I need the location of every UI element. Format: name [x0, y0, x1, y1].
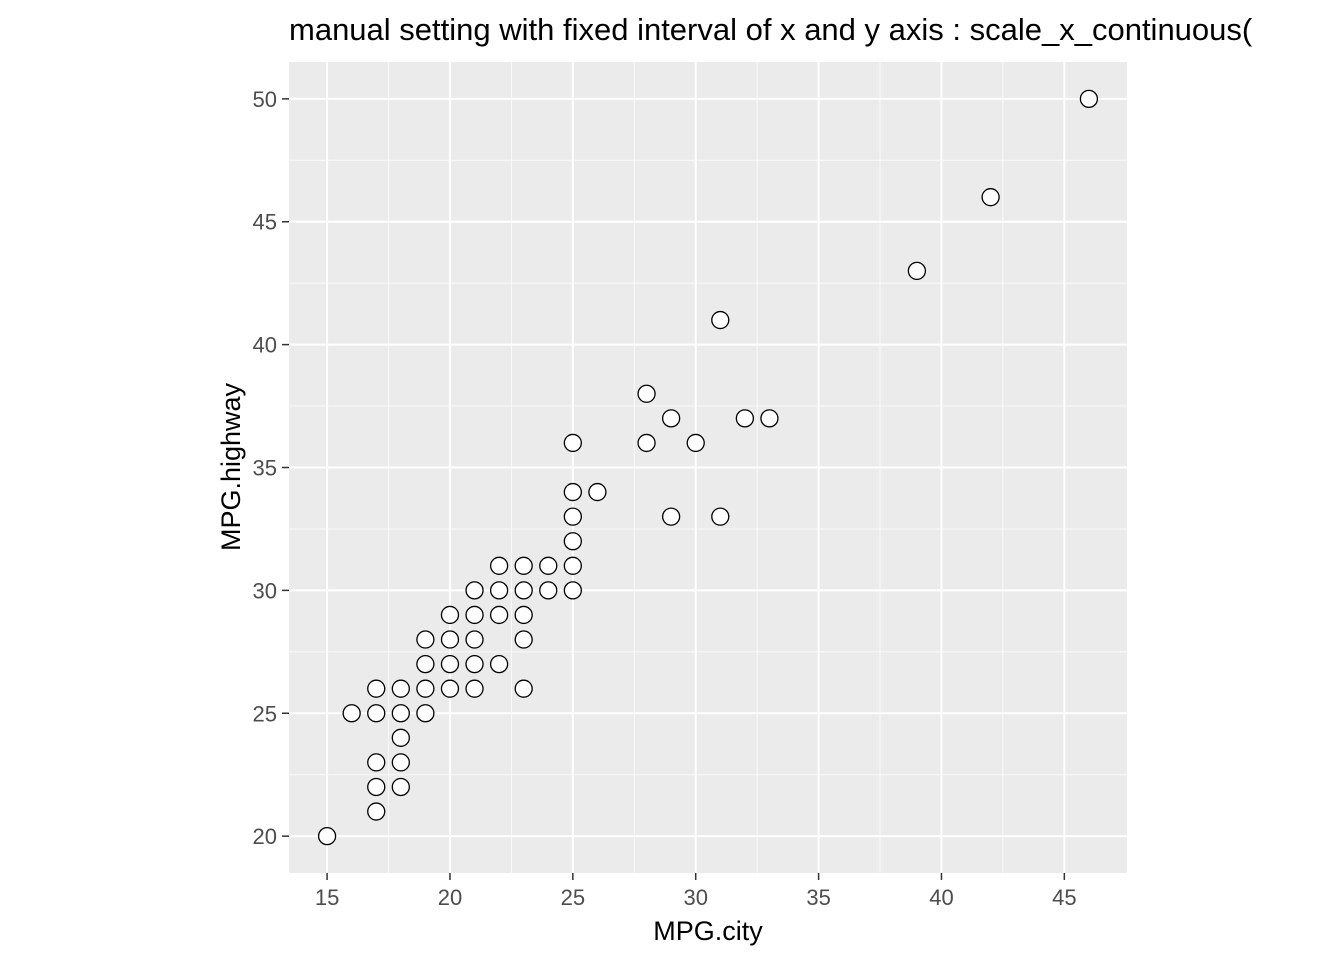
data-point	[489, 556, 509, 575]
y-tick-label: 50	[253, 87, 277, 112]
data-point	[981, 188, 1000, 207]
x-axis: 15 20 25 30 35 40 45	[315, 873, 1077, 910]
data-point	[489, 605, 509, 625]
data-point	[563, 507, 582, 526]
x-tick-label: 20	[438, 885, 462, 910]
data-point	[489, 654, 509, 674]
data-point	[440, 605, 460, 625]
x-tick-label: 45	[1052, 885, 1076, 910]
data-point	[760, 409, 779, 428]
major-gridlines	[289, 62, 1127, 873]
y-tick-label: 40	[253, 333, 277, 358]
y-tick-label: 30	[253, 578, 277, 603]
y-tick-label: 35	[253, 456, 277, 481]
data-point	[514, 630, 533, 649]
data-point	[416, 704, 435, 723]
data-point	[465, 605, 484, 625]
x-tick-label: 40	[929, 885, 953, 910]
data-point	[416, 630, 435, 649]
data-point	[416, 654, 435, 674]
x-tick-label: 30	[683, 885, 707, 910]
data-point	[465, 654, 484, 674]
data-point	[661, 507, 681, 526]
data-point	[563, 581, 582, 600]
data-point	[637, 384, 656, 403]
y-axis-title: MPG.highway	[216, 382, 246, 551]
x-tick-label: 15	[315, 885, 339, 910]
data-point	[367, 753, 386, 772]
y-tick-label: 25	[253, 701, 277, 726]
data-point	[1079, 89, 1099, 109]
chart-title: manual setting with fixed interval of x …	[289, 12, 1253, 47]
data-points	[317, 89, 1099, 846]
data-point	[661, 409, 681, 428]
data-point	[367, 679, 386, 698]
data-point	[711, 507, 730, 526]
data-point	[686, 433, 705, 453]
data-point	[489, 581, 509, 600]
x-tick-label: 35	[806, 885, 830, 910]
data-point	[563, 433, 582, 453]
y-axis: 20 25 30 35 40 45 50	[253, 87, 289, 849]
data-point	[342, 704, 361, 723]
data-point	[440, 654, 460, 674]
y-tick-label: 20	[253, 824, 277, 849]
data-point	[317, 826, 337, 846]
x-tick-label: 25	[561, 885, 585, 910]
x-axis-title: MPG.city	[653, 916, 763, 946]
data-point	[440, 630, 460, 649]
data-point	[391, 679, 410, 698]
data-point	[391, 728, 410, 747]
data-point	[637, 433, 656, 453]
y-tick-label: 45	[253, 210, 277, 235]
data-point	[539, 581, 558, 600]
data-point	[907, 261, 927, 281]
data-point	[367, 802, 386, 821]
data-point	[465, 581, 484, 600]
data-point	[735, 409, 755, 428]
data-point	[514, 556, 533, 575]
data-point	[514, 679, 533, 698]
data-point	[563, 556, 582, 575]
data-point	[563, 532, 582, 551]
data-point	[588, 482, 607, 502]
data-point	[465, 630, 484, 649]
data-point	[367, 777, 386, 797]
data-point	[367, 704, 386, 723]
data-point	[514, 581, 533, 600]
data-point	[563, 482, 582, 502]
data-point	[391, 753, 410, 772]
data-point	[416, 679, 435, 698]
data-point	[391, 704, 410, 723]
data-point	[465, 679, 484, 698]
data-point	[440, 679, 460, 698]
data-point	[514, 605, 533, 625]
data-point	[539, 556, 558, 575]
data-point	[391, 777, 410, 797]
data-point	[711, 310, 730, 330]
